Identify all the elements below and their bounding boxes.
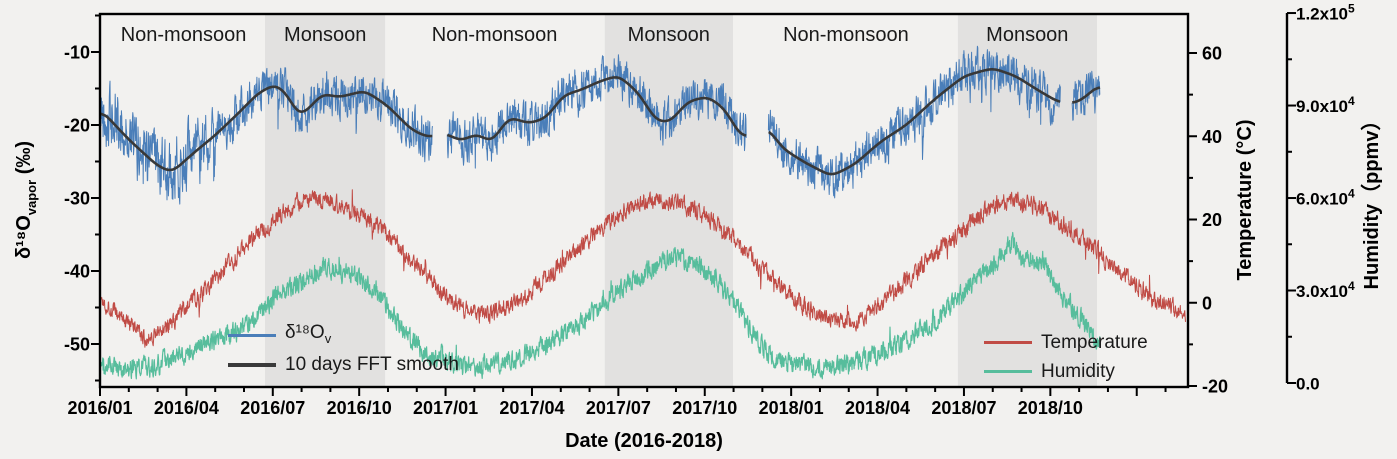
humidity-tick-label: 1.2x105 bbox=[1296, 2, 1355, 24]
x-tick-label: 2018/01 bbox=[759, 398, 824, 418]
x-tick-label: 2016/04 bbox=[154, 398, 219, 418]
humidity-tick-label: 0.0 bbox=[1296, 375, 1320, 394]
temperature-tick-label: 20 bbox=[1202, 210, 1222, 230]
legend-label-temperature: Temperature bbox=[1041, 331, 1148, 353]
non-monsoon-label: Non-monsoon bbox=[783, 24, 909, 46]
series-humidity-line bbox=[101, 231, 1101, 380]
d18o-tick-label: -10 bbox=[64, 43, 90, 63]
series-fft_smooth-line bbox=[101, 68, 1101, 176]
x-tick-label: 2017/01 bbox=[413, 398, 478, 418]
x-tick-label: 2016/01 bbox=[67, 398, 132, 418]
legend-item-fft-smooth: 10 days FFT smooth bbox=[228, 350, 459, 379]
temperature-tick-label: 40 bbox=[1202, 127, 1222, 147]
temperature-tick-label: 0 bbox=[1202, 293, 1212, 313]
x-axis-title: Date (2016-2018) bbox=[565, 430, 723, 452]
x-tick-label: 2017/07 bbox=[586, 398, 651, 418]
legend-item-temperature: Temperature bbox=[984, 328, 1148, 357]
d18o-line-swatch bbox=[228, 334, 276, 337]
d18o-tick-label: -30 bbox=[64, 189, 90, 209]
data-series bbox=[101, 45, 1186, 380]
d18o-tick-label: -20 bbox=[64, 116, 90, 136]
legend-temp-humidity: Temperature Humidity bbox=[984, 328, 1148, 386]
legend-label-humidity: Humidity bbox=[1041, 360, 1115, 382]
temperature-axis: 60 40 20 0 -20 Temperature (°C) bbox=[1188, 44, 1256, 397]
x-tick-label: 2017/04 bbox=[499, 398, 564, 418]
temperature-tick-label: -20 bbox=[1202, 377, 1228, 397]
monsoon-label: Monsoon bbox=[628, 24, 710, 46]
legend-item-humidity: Humidity bbox=[984, 357, 1148, 386]
x-tick-label: 2018/07 bbox=[931, 398, 996, 418]
humidity-axis-title: Humidity（ppmv） bbox=[1360, 111, 1383, 290]
monsoon-label: Monsoon bbox=[986, 24, 1068, 46]
x-tick-label: 2016/07 bbox=[240, 398, 305, 418]
series-temperature-line bbox=[101, 189, 1186, 348]
humidity-tick-label: 9.0x104 bbox=[1296, 94, 1355, 116]
legend-label-fft-smooth: 10 days FFT smooth bbox=[285, 353, 459, 375]
monsoon-label: Monsoon bbox=[284, 24, 366, 46]
temperature-line-swatch bbox=[984, 341, 1032, 344]
d18o-axis-title: δ¹⁸Ovapor (‰) bbox=[13, 141, 39, 259]
d18o-axis: -10 -20 -30 -40 -50 δ¹⁸Ovapor (‰) bbox=[13, 14, 100, 382]
fft-smooth-line-swatch bbox=[228, 362, 276, 367]
x-tick-label: 2018/10 bbox=[1018, 398, 1083, 418]
d18o-tick-label: -40 bbox=[64, 262, 90, 282]
season-labels: Non-monsoon Monsoon Non-monsoon Monsoon Non-… bbox=[121, 24, 1069, 46]
humidity-line-swatch bbox=[984, 370, 1032, 373]
non-monsoon-label: Non-monsoon bbox=[121, 24, 247, 46]
legend-item-d18o: δ¹⁸Ov bbox=[228, 321, 459, 350]
x-tick-label: 2017/10 bbox=[672, 398, 737, 418]
humidity-tick-label: 3.0x104 bbox=[1296, 279, 1355, 301]
d18o-tick-label: -50 bbox=[64, 335, 90, 355]
series-d18o_v-line bbox=[101, 45, 1101, 205]
humidity-tick-label: 6.0x104 bbox=[1296, 187, 1355, 209]
x-tick-label: 2018/04 bbox=[845, 398, 910, 418]
temperature-axis-title: Temperature (°C) bbox=[1234, 120, 1256, 281]
x-axis: 2016/01 2016/04 2016/07 2016/10 2017/01 2017/… bbox=[67, 387, 1167, 452]
legend-label-d18o: δ¹⁸Ov bbox=[285, 321, 332, 346]
non-monsoon-label: Non-monsoon bbox=[432, 24, 558, 46]
x-tick-label: 2016/10 bbox=[327, 398, 392, 418]
legend-d18o: δ¹⁸Ov 10 days FFT smooth bbox=[228, 321, 459, 379]
plot-border bbox=[98, 12, 1190, 389]
humidity-axis: 1.2x105 9.0x104 6.0x104 3.0x104 0.0 Humidity（… bbox=[1285, 2, 1383, 394]
temperature-tick-label: 60 bbox=[1202, 44, 1222, 64]
